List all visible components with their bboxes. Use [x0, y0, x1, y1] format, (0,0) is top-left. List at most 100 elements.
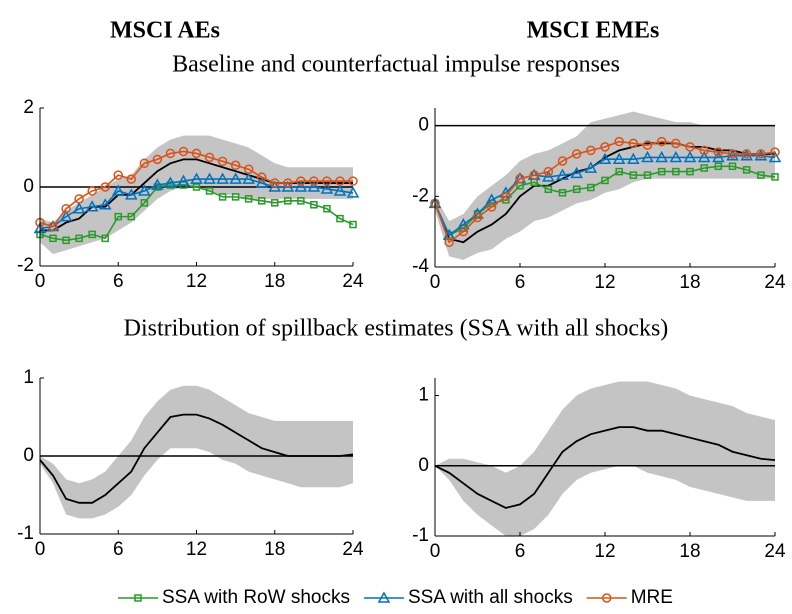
marker [697, 150, 711, 163]
marker [714, 162, 723, 171]
marker [87, 186, 97, 196]
marker [641, 150, 654, 163]
legend-marker [134, 594, 142, 602]
legend-label: SSA with RoW shocks [162, 587, 350, 608]
series-line [39, 413, 354, 504]
x-tick-label: 6 [515, 272, 526, 293]
marker [296, 176, 306, 186]
marker [204, 152, 215, 163]
y-tick-label: -1 [412, 525, 429, 546]
legend-marker [601, 593, 612, 603]
marker [88, 230, 96, 239]
marker [669, 150, 683, 163]
marker [614, 136, 624, 147]
column-title: MSCI EMEs [527, 18, 660, 44]
marker [323, 204, 331, 213]
series-line [434, 142, 775, 244]
marker [217, 156, 228, 167]
marker [48, 221, 58, 232]
marker [72, 202, 86, 214]
marker [587, 183, 595, 192]
marker [728, 162, 737, 171]
marker [671, 138, 681, 149]
marker [229, 172, 242, 184]
marker [127, 212, 136, 221]
marker [485, 193, 498, 205]
marker [556, 168, 569, 180]
marker [770, 147, 780, 157]
legend-label: SSA with all shocks [408, 587, 573, 608]
y-tick-label: 0 [418, 115, 429, 136]
marker [457, 218, 470, 230]
marker [151, 178, 164, 190]
y-tick-label: 1 [418, 385, 429, 406]
series-line [434, 426, 776, 509]
marker [600, 142, 610, 152]
marker [178, 146, 189, 157]
marker [190, 172, 203, 184]
marker [655, 150, 668, 163]
y-tick-label: 0 [418, 455, 429, 476]
marker [100, 182, 110, 192]
marker [657, 167, 666, 176]
x-tick-label: 0 [35, 539, 46, 560]
marker [113, 170, 123, 180]
marker [203, 172, 216, 184]
marker [310, 201, 318, 209]
marker [700, 164, 708, 172]
marker [348, 176, 358, 186]
marker [75, 234, 83, 243]
marker [598, 152, 612, 164]
marker [216, 172, 229, 184]
marker [686, 167, 694, 176]
marker [672, 167, 680, 176]
marker [257, 197, 266, 205]
marker [256, 172, 267, 182]
marker [713, 147, 724, 157]
marker [218, 193, 227, 201]
marker [642, 140, 653, 150]
marker [529, 170, 539, 180]
x-tick-label: 0 [430, 272, 441, 293]
x-tick-label: 24 [764, 272, 786, 293]
marker [126, 174, 137, 184]
marker [243, 164, 254, 174]
marker [515, 173, 525, 184]
marker [572, 185, 581, 194]
marker [584, 161, 598, 173]
series-line [434, 140, 776, 244]
x-tick-label: 12 [186, 539, 207, 560]
x-tick-label: 18 [679, 272, 700, 293]
marker [101, 234, 109, 243]
x-tick-label: 6 [515, 541, 526, 562]
marker [768, 150, 782, 163]
marker [59, 210, 73, 222]
marker [165, 148, 176, 159]
marker [685, 142, 695, 152]
marker [486, 202, 497, 212]
marker [152, 154, 163, 165]
marker [284, 197, 292, 205]
marker [629, 171, 638, 179]
marker [49, 234, 57, 243]
marker [740, 149, 753, 161]
marker [683, 150, 697, 163]
marker [444, 237, 454, 248]
marker [125, 188, 138, 200]
marker [543, 166, 554, 177]
marker [205, 187, 214, 195]
marker [570, 166, 583, 179]
marker [699, 145, 709, 156]
marker [138, 184, 151, 196]
marker [140, 199, 149, 207]
marker [757, 171, 765, 179]
marker [615, 167, 623, 176]
marker [741, 149, 752, 159]
marker [166, 181, 175, 189]
x-tick-label: 24 [764, 541, 786, 562]
y-tick-label: 2 [23, 97, 34, 118]
x-tick-label: 18 [679, 541, 700, 562]
marker [557, 156, 568, 166]
y-tick-label: 1 [23, 367, 34, 388]
